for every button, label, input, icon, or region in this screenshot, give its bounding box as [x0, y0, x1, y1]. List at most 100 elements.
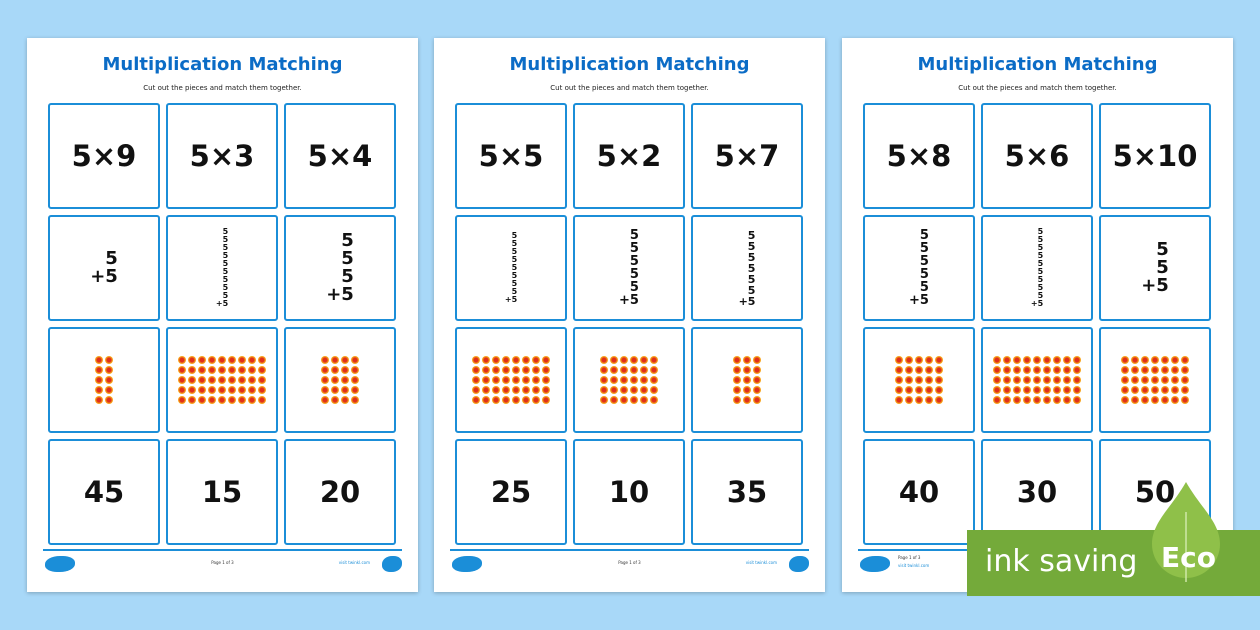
dot [258, 356, 266, 364]
answer-card[interactable]: 40 [863, 439, 975, 545]
dot [733, 366, 741, 374]
fact-card[interactable]: 5×6 [981, 103, 1093, 209]
dot [905, 386, 913, 394]
dot-array [895, 356, 943, 404]
fact-card[interactable]: 5×3 [166, 103, 278, 209]
fact-text: 5×7 [714, 139, 780, 173]
dot [532, 396, 540, 404]
addition-stack: 5 5 5 5 5 5 5 5 5 +5 [1031, 228, 1043, 308]
dot [188, 376, 196, 384]
dot [650, 376, 658, 384]
answer-card[interactable]: 35 [691, 439, 803, 545]
dot [1121, 366, 1129, 374]
fact-card[interactable]: 5×8 [863, 103, 975, 209]
dot [610, 356, 618, 364]
footer-url: visit twinkl.com [338, 560, 370, 565]
dot [492, 366, 500, 374]
answer-text: 40 [898, 475, 940, 509]
dot [351, 386, 359, 394]
repeated-addition-card[interactable]: 5 5 5 5 5 +5 [573, 215, 685, 321]
addend: 5 [511, 263, 518, 272]
repeated-addition-card[interactable]: 5 5 +5 [1099, 215, 1211, 321]
dot [620, 376, 628, 384]
repeated-addition-card[interactable]: 5 5 5 5 5 5 +5 [691, 215, 803, 321]
dot [492, 386, 500, 394]
dot [993, 386, 1001, 394]
dot-array-card[interactable] [573, 327, 685, 433]
dot [935, 366, 943, 374]
repeated-addition-card[interactable]: 5 5 5 5 5 5 5 5 5 +5 [166, 215, 278, 321]
fact-card[interactable]: 5×2 [573, 103, 685, 209]
dot-array-card[interactable] [863, 327, 975, 433]
answer-text: 30 [1016, 475, 1058, 509]
answer-card[interactable]: 15 [166, 439, 278, 545]
dot [753, 396, 761, 404]
addend: 5 [511, 287, 518, 296]
dot [1121, 386, 1129, 394]
dot [228, 366, 236, 374]
addend: 5 [105, 248, 118, 269]
dot [1033, 396, 1041, 404]
dot-array-card[interactable] [48, 327, 160, 433]
dot-array-card[interactable] [455, 327, 567, 433]
addend: 5 [222, 267, 229, 276]
dot [895, 376, 903, 384]
dot [1043, 386, 1051, 394]
fact-card[interactable]: 5×9 [48, 103, 160, 209]
dot-array-card[interactable] [166, 327, 278, 433]
dot [733, 396, 741, 404]
addend: 5 [341, 230, 354, 251]
dot [1023, 366, 1031, 374]
worksheet-instructions: Cut out the pieces and match them togeth… [958, 84, 1117, 92]
dot-array-card[interactable] [691, 327, 803, 433]
dot-array [993, 356, 1081, 404]
fact-text: 5×4 [307, 139, 373, 173]
addend: 5 [341, 248, 354, 269]
dot [743, 396, 751, 404]
dot [258, 366, 266, 374]
repeated-addition-card[interactable]: 5 5 5 5 5 +5 [863, 215, 975, 321]
addend: 5 [1037, 243, 1044, 252]
dot [1151, 386, 1159, 394]
repeated-addition-card[interactable]: 5 +5 [48, 215, 160, 321]
addition-stack: 5 5 5 5 5 +5 [619, 229, 639, 307]
addend: 5 [747, 250, 756, 264]
repeated-addition-card[interactable]: 5 5 5 +5 [284, 215, 396, 321]
dot [472, 366, 480, 374]
dot [1171, 376, 1179, 384]
dot [321, 356, 329, 364]
repeated-addition-card[interactable]: 5 5 5 5 5 5 5 5 +5 [455, 215, 567, 321]
dot [1003, 376, 1011, 384]
dot [1013, 386, 1021, 394]
answer-card[interactable]: 25 [455, 439, 567, 545]
fact-card[interactable]: 5×5 [455, 103, 567, 209]
addend: 5 [222, 283, 229, 292]
dot-array-card[interactable] [284, 327, 396, 433]
addend: +5 [909, 293, 929, 308]
answer-card[interactable]: 20 [284, 439, 396, 545]
dot [482, 356, 490, 364]
dot [1141, 396, 1149, 404]
fact-card[interactable]: 5×4 [284, 103, 396, 209]
dot [743, 386, 751, 394]
dot-array-card[interactable] [1099, 327, 1211, 433]
addend: 5 [629, 241, 639, 256]
dot [895, 396, 903, 404]
dot [248, 376, 256, 384]
dot [1053, 396, 1061, 404]
dot [188, 386, 196, 394]
dot [258, 376, 266, 384]
addend: 5 [1037, 267, 1044, 276]
dot [993, 396, 1001, 404]
addend: 5 [1037, 251, 1044, 260]
repeated-addition-card[interactable]: 5 5 5 5 5 5 5 5 5 +5 [981, 215, 1093, 321]
dot [331, 356, 339, 364]
fact-text: 5×9 [71, 139, 137, 173]
fact-card[interactable]: 5×7 [691, 103, 803, 209]
dot [218, 386, 226, 394]
answer-card[interactable]: 10 [573, 439, 685, 545]
fact-card[interactable]: 5×10 [1099, 103, 1211, 209]
answer-card[interactable]: 45 [48, 439, 160, 545]
dot-array-card[interactable] [981, 327, 1093, 433]
dot [733, 376, 741, 384]
